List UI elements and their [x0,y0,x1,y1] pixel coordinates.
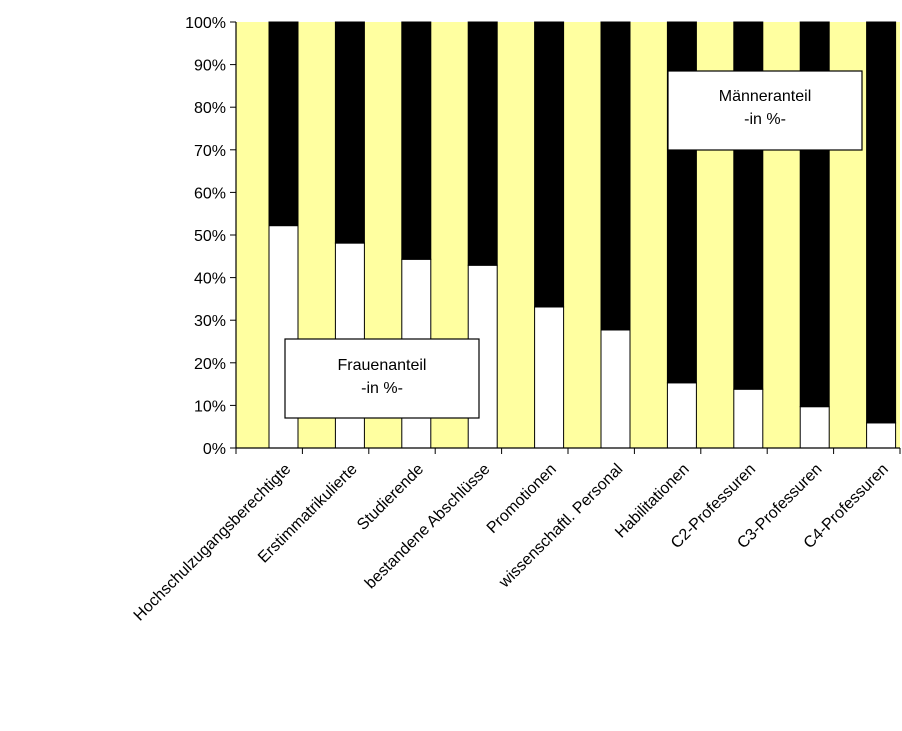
bar-maenneranteil [600,21,631,331]
y-tick-label: 60% [194,185,226,202]
y-tick-label: 40% [194,271,226,288]
x-tick-label: Studierende [354,461,427,534]
bar-frauenanteil [534,306,565,449]
bar-frauenanteil [600,329,631,449]
y-tick-label: 70% [194,143,226,160]
bar-maenneranteil [268,21,299,227]
bar-maenneranteil [401,21,432,260]
annotation-frauenanteil-line2: -in %- [361,380,403,397]
x-tick-label: bestandene Abschlüsse [362,461,494,593]
annotation-box-frauenanteil [284,338,480,419]
annotation-maenneranteil: Männeranteil -in %- [667,70,863,151]
bar-frauenanteil [866,422,897,449]
y-tick-label: 0% [203,441,226,458]
annotation-maenneranteil-line2: -in %- [744,111,786,128]
bar-maenneranteil [334,21,365,244]
y-tick-label: 30% [194,313,226,330]
y-tick-label: 80% [194,100,226,117]
x-tick-label: wissenschaftl. Personal [495,461,626,592]
bar-frauenanteil [666,382,697,449]
x-tick-labels: HochschulzugangsberechtigteErstimmatriku… [131,461,892,625]
annotation-box-maenneranteil [667,70,863,151]
annotation-frauenanteil-line1: Frauenanteil [338,357,427,374]
y-tick-label: 50% [194,228,226,245]
y-tick-label: 20% [194,356,226,373]
bar-maenneranteil [534,21,565,308]
annotation-frauenanteil: Frauenanteil -in %- [284,338,480,419]
bar-maenneranteil [866,21,897,424]
bar-frauenanteil [799,406,830,449]
bar-frauenanteil [733,388,764,449]
y-tick-label: 10% [194,398,226,415]
y-ticks: 0% 10% 20% 30% 40% 50% 60% 70% 80% 90% 100% [185,15,236,458]
bar-maenneranteil [467,21,498,266]
annotation-maenneranteil-line1: Männeranteil [719,88,812,105]
y-tick-label: 100% [185,15,226,32]
y-tick-label: 90% [194,58,226,75]
